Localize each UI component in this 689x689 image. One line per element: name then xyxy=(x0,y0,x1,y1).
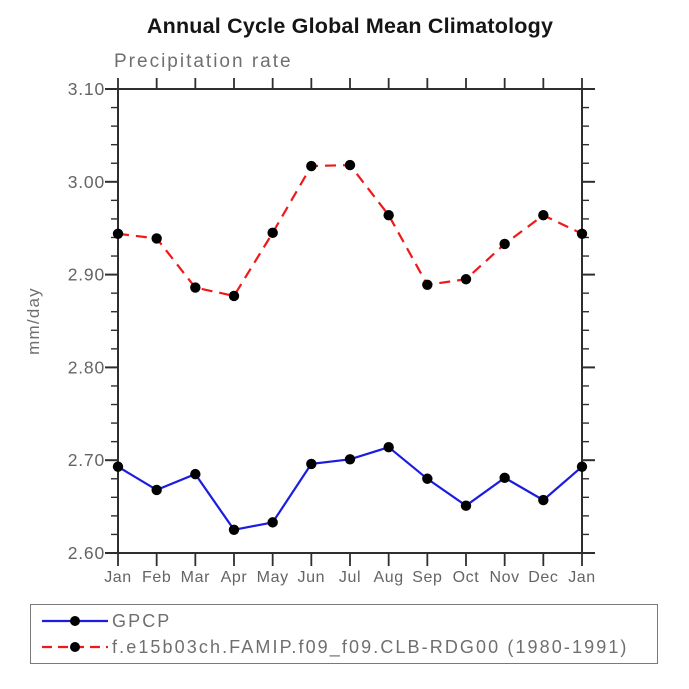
data-point-model-nov-10 xyxy=(499,238,510,250)
x-axis-tick-label: Mar xyxy=(181,569,210,586)
data-point-gpcp-may-4 xyxy=(267,517,278,528)
data-point-gpcp-jul-6 xyxy=(344,454,356,465)
x-axis-tick-label: Jul xyxy=(339,569,361,586)
data-point-gpcp-jun-5 xyxy=(306,458,317,470)
x-axis-tick-label: Jan xyxy=(104,569,132,586)
legend-item-model: f.e15b03ch.FAMIP.f09_f09.CLB-RDG00 (1980… xyxy=(40,634,657,660)
data-point-gpcp-feb-1 xyxy=(151,484,162,496)
x-axis-tick-label: Jan xyxy=(568,569,596,586)
y-axis-tick-label: 3.00 xyxy=(68,172,105,192)
data-point-gpcp-mar-2 xyxy=(190,468,201,480)
y-axis-tick-label: 2.90 xyxy=(68,265,105,285)
x-axis-tick-label: Feb xyxy=(142,569,171,586)
data-point-model-jan-12 xyxy=(576,228,588,239)
data-point-model-may-4 xyxy=(267,227,278,239)
data-point-gpcp-apr-3 xyxy=(228,524,240,535)
y-axis-tick-label: 2.70 xyxy=(68,450,105,470)
data-point-model-jun-5 xyxy=(306,160,317,172)
data-point-gpcp-jan-12 xyxy=(576,461,588,472)
x-axis-tick-label: Jun xyxy=(298,569,326,586)
data-point-gpcp-dec-11 xyxy=(538,494,549,506)
x-axis-tick-label: Apr xyxy=(221,569,248,586)
x-axis-tick-label: Oct xyxy=(453,569,480,586)
data-point-model-sep-8 xyxy=(422,279,433,291)
legend-label-gpcp: GPCP xyxy=(112,610,172,631)
chart-subtitle: Precipitation rate xyxy=(114,51,293,72)
legend-sample-dashed-line xyxy=(42,642,108,653)
data-point-model-oct-9 xyxy=(460,274,472,285)
data-point-model-mar-2 xyxy=(190,282,201,293)
legend-sample-solid-line xyxy=(42,615,108,626)
data-point-gpcp-oct-9 xyxy=(460,500,472,511)
data-point-gpcp-sep-8 xyxy=(422,473,433,484)
legend-marker-dot xyxy=(70,615,80,626)
legend-item-gpcp: GPCP xyxy=(40,608,657,634)
data-point-model-aug-7 xyxy=(383,210,394,221)
y-axis-tick-label: 2.80 xyxy=(68,357,105,377)
x-axis-tick-label: Sep xyxy=(412,569,442,586)
data-point-model-jul-6 xyxy=(344,159,356,171)
x-axis-tick-label: Dec xyxy=(528,569,558,586)
legend-box: GPCP f.e15b03ch.FAMIP.f09_f09.CLB-RDG00 … xyxy=(30,604,658,664)
x-axis-tick-label: Aug xyxy=(374,569,404,586)
data-point-model-dec-11 xyxy=(538,210,549,221)
x-axis-tick-label: Nov xyxy=(490,569,520,586)
data-point-model-apr-3 xyxy=(228,290,240,302)
data-point-gpcp-jan-0 xyxy=(112,461,124,472)
data-point-gpcp-aug-7 xyxy=(383,442,394,453)
legend-label-model: f.e15b03ch.FAMIP.f09_f09.CLB-RDG00 (1980… xyxy=(112,637,629,658)
data-point-model-jan-0 xyxy=(112,228,124,239)
series-line-model xyxy=(117,163,583,298)
data-point-model-feb-1 xyxy=(151,233,162,244)
data-point-gpcp-nov-10 xyxy=(499,472,510,484)
y-axis-tick-label: 3.10 xyxy=(68,79,105,99)
y-axis-tick-label: 2.60 xyxy=(68,543,105,563)
chart-title: Annual Cycle Global Mean Climatology xyxy=(146,14,554,38)
x-axis-tick-label: May xyxy=(257,569,289,586)
legend-marker-dot xyxy=(70,642,80,653)
